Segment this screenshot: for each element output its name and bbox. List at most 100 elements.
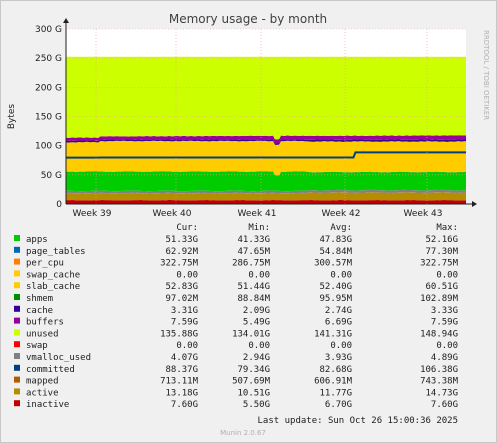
- legend-value-avg: 3.93G: [325, 353, 352, 363]
- legend-value-avg: 300.57M: [314, 259, 353, 269]
- series-area-vmalloc_used: [66, 189, 466, 194]
- legend-value-max: 148.94G: [420, 329, 458, 339]
- legend-label-buffers: buffers: [26, 318, 64, 328]
- legend-swatch-swap: [14, 341, 20, 348]
- x-tick-label: Week 40: [153, 209, 192, 219]
- legend-value-max: 4.89G: [431, 353, 458, 363]
- legend-label-active: active: [26, 388, 59, 398]
- legend-swatch-cache: [14, 305, 20, 312]
- legend-label-slab_cache: slab_cache: [26, 282, 80, 292]
- legend-label-inactive: inactive: [26, 400, 69, 410]
- legend-value-cur: 7.59G: [171, 318, 198, 328]
- legend-value-avg: 95.95M: [319, 294, 352, 304]
- legend-value-min: 0.00: [248, 341, 270, 351]
- legend-value-avg: 54.84M: [319, 247, 352, 257]
- legend-value-avg: 0.00: [330, 341, 352, 351]
- legend-swatch-apps: [14, 235, 20, 241]
- y-tick-label: 150 G: [35, 113, 62, 123]
- legend-swatch-per_cpu: [14, 258, 20, 265]
- series-area-cache: [66, 139, 466, 145]
- legend-value-avg: 141.31G: [314, 329, 352, 339]
- legend-value-max: 14.73G: [425, 388, 458, 398]
- legend-value-min: 134.01G: [232, 329, 270, 339]
- legend-swatch-shmem: [14, 294, 20, 300]
- legend-swatch-swap_cache: [14, 270, 20, 277]
- series-area-apps: [66, 171, 466, 192]
- legend-value-max: 7.59G: [431, 318, 458, 328]
- legend-value-min: 88.84M: [237, 294, 270, 304]
- legend-value-cur: 51.33G: [165, 235, 198, 245]
- legend-value-min: 507.69M: [232, 377, 271, 387]
- legend-value-cur: 97.02M: [165, 294, 198, 304]
- y-tick-label: 200 G: [35, 83, 62, 93]
- legend-value-min: 51.44G: [237, 282, 270, 292]
- legend-value-avg: 6.70G: [325, 400, 352, 410]
- legend-label-vmalloc_used: vmalloc_used: [26, 353, 91, 363]
- legend-swatch-inactive: [14, 400, 20, 407]
- y-tick-label: 300 G: [35, 25, 62, 35]
- legend-label-apps: apps: [26, 235, 48, 245]
- legend-label-unused: unused: [26, 329, 59, 339]
- y-tick-label: 100 G: [35, 142, 62, 152]
- legend-value-avg: 47.83G: [319, 235, 352, 245]
- legend-value-avg: 6.69G: [325, 318, 352, 328]
- legend-value-avg: 52.40G: [319, 282, 352, 292]
- legend-value-cur: 7.60G: [171, 400, 198, 410]
- legend-label-page_tables: page_tables: [26, 247, 86, 257]
- legend-header: Cur:: [176, 223, 198, 233]
- series-area-mapped: [66, 192, 466, 194]
- legend-value-min: 5.50G: [243, 400, 270, 410]
- legend-value-max: 60.51G: [425, 282, 458, 292]
- legend-value-max: 102.89M: [420, 294, 459, 304]
- y-axis-label: Bytes: [7, 104, 17, 130]
- legend-value-min: 47.65M: [237, 247, 270, 257]
- legend-header: Max:: [436, 223, 458, 233]
- x-tick-label: Week 39: [73, 209, 112, 219]
- legend-value-max: 322.75M: [420, 259, 459, 269]
- series-area-buffers: [66, 135, 466, 144]
- last-update: Last update: Sun Oct 26 15:00:36 2025: [258, 416, 458, 426]
- y-axis-arrow: [63, 18, 69, 23]
- legend-value-max: 743.38M: [420, 377, 459, 387]
- legend-value-max: 7.60G: [431, 400, 458, 410]
- legend-swatch-committed: [14, 364, 20, 371]
- legend-value-min: 41.33G: [237, 235, 270, 245]
- legend-value-cur: 88.37G: [165, 365, 198, 375]
- legend-swatch-buffers: [14, 317, 20, 324]
- legend-swatch-unused: [14, 329, 20, 336]
- legend-header: Avg:: [330, 223, 352, 233]
- legend-swatch-active: [14, 388, 20, 395]
- series-area-unused: [66, 56, 466, 140]
- legend-value-avg: 11.77G: [319, 388, 352, 398]
- legend-header: Min:: [248, 223, 270, 233]
- y-tick-label: 50 G: [41, 171, 62, 181]
- series-area-inactive: [66, 200, 466, 204]
- legend-value-cur: 13.18G: [165, 388, 198, 398]
- legend-value-cur: 52.83G: [165, 282, 198, 292]
- y-tick-label: 0: [56, 200, 62, 210]
- legend-label-committed: committed: [26, 365, 75, 375]
- legend-swatch-vmalloc_used: [14, 353, 20, 359]
- legend-value-cur: 135.88G: [160, 329, 198, 339]
- legend-value-cur: 0.00: [176, 341, 198, 351]
- legend-value-max: 0.00: [436, 270, 458, 280]
- legend-label-swap_cache: swap_cache: [26, 270, 80, 280]
- legend-value-cur: 322.75M: [160, 259, 199, 269]
- legend-value-min: 2.94G: [243, 353, 270, 363]
- legend-label-cache: cache: [26, 306, 53, 316]
- legend-value-cur: 62.92M: [165, 247, 198, 257]
- legend-value-cur: 0.00: [176, 270, 198, 280]
- legend-value-avg: 0.00: [330, 270, 352, 280]
- legend-value-max: 52.16G: [425, 235, 458, 245]
- legend-label-mapped: mapped: [26, 377, 59, 387]
- legend-value-min: 79.34G: [237, 365, 270, 375]
- legend-value-avg: 82.68G: [319, 365, 352, 375]
- footer-version: Munin 2.0.67: [220, 429, 266, 437]
- legend-label-swap: swap: [26, 341, 48, 351]
- legend-value-max: 106.38G: [420, 365, 458, 375]
- side-label: RRDTOOL / TOBI OETIKER: [482, 30, 490, 120]
- legend-value-min: 286.75M: [232, 259, 271, 269]
- legend-value-min: 2.09G: [243, 306, 270, 316]
- series-area-active: [66, 192, 466, 201]
